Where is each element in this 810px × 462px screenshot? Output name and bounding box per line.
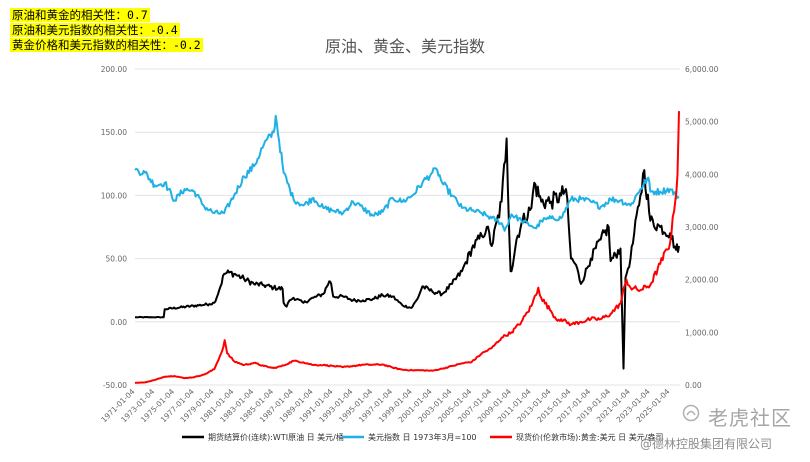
legend-label: 现货价(伦敦市场):黄金:美元 日 美元/盎司 (516, 432, 663, 442)
left-tick-label: 0.00 (110, 318, 127, 327)
left-tick-label: 150.00 (101, 128, 127, 137)
series-line (135, 137, 680, 370)
tiger-logo-icon (682, 404, 700, 422)
x-axis: 1971-01-041973-01-041975-01-041977-01-04… (99, 387, 671, 424)
left-tick-label: -50.00 (103, 381, 127, 390)
left-axis: -50.00 0.00 50.00 100.00 150.00 200.00 (101, 65, 127, 390)
right-tick-label: 6,000.00 (685, 65, 719, 74)
series-line (134, 114, 680, 232)
note-oil-gold: 原油和黄金的相关性：0.7 (10, 8, 150, 22)
right-axis: 0.00 1,000.00 2,000.00 3,000.00 4,000.00 5,00… (685, 65, 719, 390)
correlation-notes: 原油和黄金的相关性：0.7 原油和美元指数的相关性：-0.4 黄金价格和美元指数… (10, 8, 203, 53)
watermark-company: @德林控股集团有限公司 (640, 437, 773, 451)
right-tick-label: 5,000.00 (685, 118, 719, 127)
chart-title: 原油、黄金、美元指数 (325, 37, 485, 56)
note-oil-usd: 原油和美元指数的相关性：-0.4 (10, 23, 180, 37)
gridlines (135, 68, 680, 386)
legend-label: 期货结算价(连续):WTI原油 日 美元/桶 (208, 432, 344, 442)
series-lines (134, 111, 680, 384)
left-tick-label: 100.00 (101, 191, 127, 200)
right-tick-label: 2,000.00 (685, 276, 719, 285)
right-tick-label: 3,000.00 (685, 223, 719, 232)
watermark-brand: 老虎社区 (708, 406, 792, 430)
legend: 期货结算价(连续):WTI原油 日 美元/桶 美元指数 日 1973年3月=100… (182, 432, 663, 442)
series-line (134, 111, 680, 384)
right-tick-label: 1,000.00 (685, 328, 719, 337)
note-gold-usd: 黄金价格和美元指数的相关性：-0.2 (10, 38, 203, 52)
left-tick-label: 200.00 (101, 65, 127, 74)
right-tick-label: 4,000.00 (685, 170, 719, 179)
right-tick-label: 0.00 (685, 381, 702, 390)
left-tick-label: 50.00 (106, 255, 128, 264)
legend-label: 美元指数 日 1973年3月=100 (368, 432, 477, 442)
